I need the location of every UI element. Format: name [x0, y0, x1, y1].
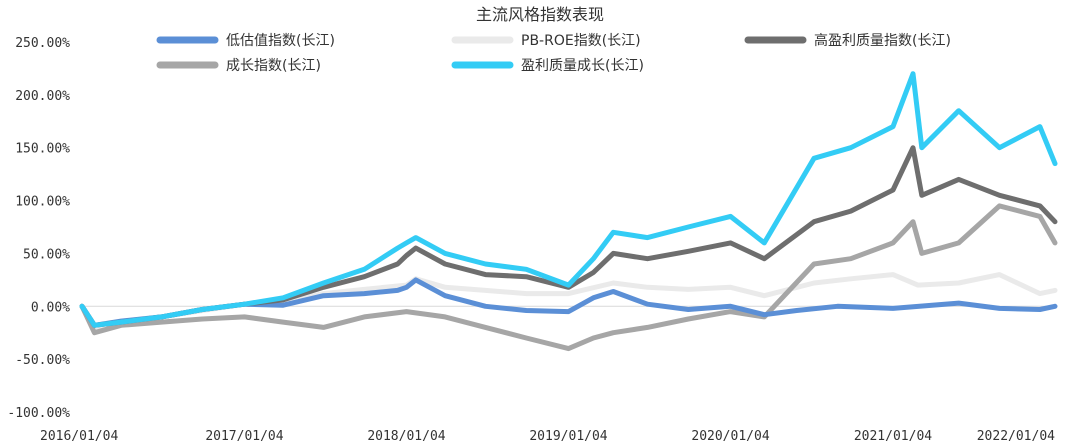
legend-label: PB-ROE指数(长江)	[521, 33, 641, 49]
x-tick-label: 2021/01/04	[854, 429, 932, 444]
chart-title: 主流风格指数表现	[476, 5, 604, 24]
y-axis: 250.00% 200.00% 150.00% 100.00% 50.00% 0.00% -…	[7, 36, 70, 421]
x-tick-label: 2020/01/04	[691, 429, 769, 444]
series-line	[79, 71, 1058, 328]
x-tick-label: 2017/01/04	[205, 429, 283, 444]
y-tick-label: 150.00%	[15, 142, 70, 157]
x-tick-label: 2018/01/04	[367, 429, 445, 444]
y-tick-label: 0.00%	[31, 300, 70, 315]
legend-label: 低估值指数(长江)	[226, 33, 335, 49]
legend-label: 盈利质量成长(长江)	[521, 58, 644, 74]
x-tick-label: 2022/01/04	[977, 429, 1055, 444]
y-tick-label: 100.00%	[15, 195, 70, 210]
y-tick-label: 50.00%	[23, 247, 70, 262]
series-line	[79, 145, 1058, 328]
legend-label: 高盈利质量指数(长江)	[814, 32, 951, 49]
y-tick-label: 200.00%	[15, 89, 70, 104]
chart-legend: 低估值指数(长江) PB-ROE指数(长江) 高盈利质量指数(长江) 成长指数(长江)…	[156, 32, 951, 74]
x-tick-label: 2019/01/04	[529, 429, 607, 444]
series-line	[79, 203, 1058, 352]
series-group	[79, 71, 1058, 352]
y-tick-label: -100.00%	[7, 406, 70, 421]
x-tick-label: 2016/01/04	[40, 429, 118, 444]
legend-label: 成长指数(长江)	[226, 58, 321, 74]
y-tick-label: -50.00%	[15, 353, 70, 368]
y-tick-label: 250.00%	[15, 36, 70, 51]
x-axis: 2016/01/04 2017/01/04 2018/01/04 2019/01/04…	[40, 429, 1055, 444]
